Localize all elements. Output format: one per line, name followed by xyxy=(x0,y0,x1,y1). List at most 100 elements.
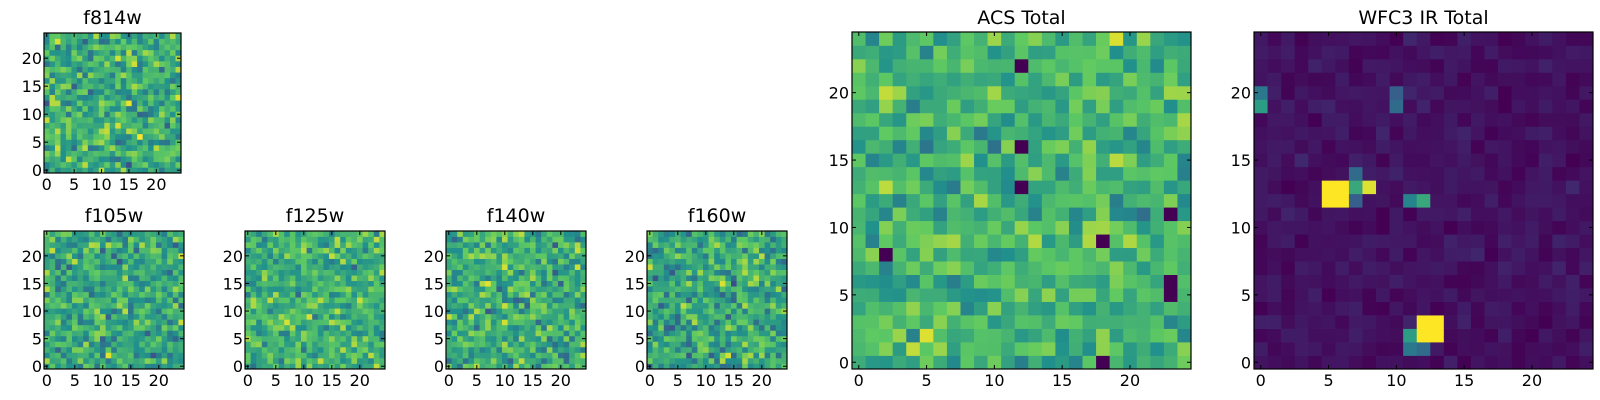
heatmap-cell xyxy=(742,363,749,370)
heatmap-cell xyxy=(1308,99,1323,114)
heatmap-cell xyxy=(1538,45,1553,60)
heatmap-cell xyxy=(1136,112,1151,127)
heatmap-cell xyxy=(164,105,171,112)
heatmap-cell xyxy=(1014,220,1029,235)
heatmap-cell xyxy=(697,352,704,359)
heatmap-cell xyxy=(301,253,307,259)
heatmap-cell xyxy=(719,236,726,243)
heatmap-cell xyxy=(71,150,78,157)
heatmap-cell xyxy=(569,291,576,298)
heatmap-cell xyxy=(317,297,324,304)
heatmap-cell xyxy=(742,308,749,315)
heatmap-cell xyxy=(1443,193,1458,208)
heatmap-cell xyxy=(580,313,587,320)
heatmap-cell xyxy=(580,352,587,359)
heatmap-cell xyxy=(172,275,179,282)
heatmap-cell xyxy=(109,66,116,73)
heatmap-cell xyxy=(278,297,285,304)
heatmap-cell xyxy=(906,180,921,195)
heatmap-cell xyxy=(1321,274,1336,289)
heatmap-cell xyxy=(1028,234,1043,249)
heatmap-cell xyxy=(60,258,67,265)
heatmap-cell xyxy=(697,297,704,304)
heatmap-cell xyxy=(541,319,548,326)
heatmap-cell xyxy=(569,324,576,331)
heatmap-cell xyxy=(351,275,358,282)
heatmap-cell xyxy=(329,352,335,359)
heatmap-cell xyxy=(116,297,123,304)
heatmap-cell xyxy=(1470,261,1485,275)
heatmap-cell xyxy=(256,253,263,259)
heatmap-cell xyxy=(457,297,464,304)
heatmap-cell xyxy=(960,207,975,222)
heatmap-cell xyxy=(563,247,570,254)
heatmap-cell xyxy=(120,161,127,168)
heatmap-cell xyxy=(468,280,475,287)
heatmap-cell xyxy=(474,253,480,259)
heatmap-cell xyxy=(753,236,760,243)
heatmap-cell xyxy=(65,105,72,112)
heatmap-cell xyxy=(507,352,514,359)
heatmap-cell xyxy=(742,247,749,254)
heatmap-cell xyxy=(1538,355,1553,370)
heatmap-cell xyxy=(1348,301,1363,316)
heatmap-cell xyxy=(569,357,576,364)
heatmap-cell xyxy=(98,55,105,62)
heatmap-cell xyxy=(1457,355,1472,370)
heatmap-cell xyxy=(66,275,73,282)
heatmap-cell xyxy=(770,286,777,293)
heatmap-cell xyxy=(1362,342,1377,356)
heatmap-cell xyxy=(133,269,140,276)
heatmap-cell xyxy=(714,291,721,298)
heatmap-cell xyxy=(105,313,112,320)
heatmap-cell xyxy=(1109,72,1124,87)
heatmap-cell xyxy=(1055,207,1070,222)
heatmap-cell xyxy=(747,280,754,287)
heatmap-cell xyxy=(753,335,760,342)
heatmap-cell xyxy=(1136,342,1151,356)
heatmap-cell xyxy=(513,231,520,237)
heatmap-cell xyxy=(1177,32,1192,46)
heatmap-cell xyxy=(289,313,296,320)
heatmap-cell xyxy=(658,291,665,298)
heatmap-cell xyxy=(906,166,921,181)
heatmap-cell xyxy=(1416,315,1431,329)
heatmap-cell xyxy=(919,247,934,262)
heatmap-cell xyxy=(261,352,268,359)
heatmap-cell xyxy=(490,346,497,353)
heatmap-cell xyxy=(71,38,78,45)
heatmap-cell xyxy=(569,297,576,304)
heatmap-cell xyxy=(301,308,307,315)
heatmap-cell xyxy=(708,341,715,348)
heatmap-cell xyxy=(1416,342,1431,356)
heatmap-cell xyxy=(357,264,363,270)
heatmap-cell xyxy=(178,264,185,270)
heatmap-cell xyxy=(535,346,542,353)
heatmap-cell xyxy=(104,139,111,146)
heatmap-cell xyxy=(167,341,174,348)
heatmap-cell xyxy=(658,302,665,309)
heatmap-cell xyxy=(98,72,105,79)
heatmap-cell xyxy=(1041,112,1056,127)
heatmap-cell xyxy=(49,269,56,276)
heatmap-cell xyxy=(1281,355,1296,370)
heatmap-cell xyxy=(156,335,162,342)
heatmap-cell xyxy=(1082,166,1097,181)
x-tick-label: 10 xyxy=(294,371,314,390)
heatmap-cell xyxy=(139,352,146,359)
heatmap-cell xyxy=(278,231,285,237)
heatmap-cell xyxy=(98,105,105,112)
heatmap-cell xyxy=(245,264,251,270)
heatmap-cell xyxy=(719,308,726,315)
heatmap-cell xyxy=(446,269,452,276)
heatmap-cell xyxy=(373,352,380,359)
heatmap-cell xyxy=(675,352,681,359)
heatmap-cell xyxy=(345,280,352,287)
heatmap-cell xyxy=(170,145,176,151)
heatmap-cell xyxy=(680,231,687,237)
heatmap-cell xyxy=(530,335,536,342)
heatmap-cell xyxy=(736,313,743,320)
heatmap-cell xyxy=(446,242,452,248)
heatmap-cell xyxy=(658,357,665,364)
heatmap-cell xyxy=(54,156,61,163)
